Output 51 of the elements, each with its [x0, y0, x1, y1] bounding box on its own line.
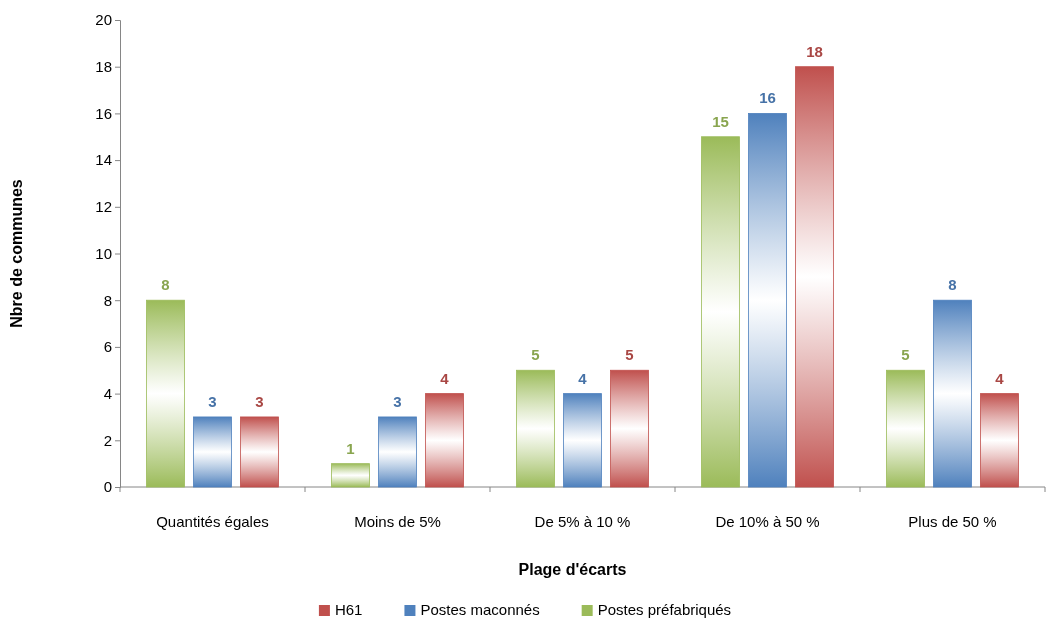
data-label: 8: [948, 276, 957, 294]
data-label: 3: [255, 392, 264, 410]
data-label: 5: [901, 346, 910, 364]
x-tick-label: Moins de 5%: [354, 513, 441, 530]
bar: [378, 416, 417, 488]
data-label: 16: [759, 89, 776, 107]
data-label: 3: [393, 392, 402, 410]
data-label: 1: [346, 439, 355, 457]
y-tick-label: 20: [95, 11, 112, 29]
legend-label: Postes maconnés: [420, 601, 540, 618]
data-label: 5: [625, 346, 634, 364]
y-tick-label: 6: [103, 338, 112, 356]
data-label: 3: [208, 392, 217, 410]
data-label: 8: [161, 276, 170, 294]
bar: [331, 463, 370, 488]
x-axis-title: Plage d'écarts: [518, 561, 627, 578]
bar: [701, 136, 740, 488]
bar: [980, 393, 1019, 488]
y-axis-title: Nbre de communes: [8, 179, 25, 328]
x-tick-label: Plus de 50 %: [908, 513, 997, 530]
y-tick-label: 8: [103, 291, 112, 309]
bar: [425, 393, 464, 488]
y-tick-label: 14: [95, 151, 112, 169]
data-label: 15: [712, 112, 729, 130]
y-tick-label: 0: [103, 478, 112, 496]
y-tick-label: 18: [95, 58, 112, 75]
legend-label: Postes préfabriqués: [597, 601, 732, 618]
data-label: 4: [995, 369, 1005, 387]
bar: [610, 369, 649, 488]
bar: [933, 299, 972, 488]
bar: [748, 113, 787, 488]
bar: [795, 66, 834, 488]
x-tick-label: De 10% à 50 %: [715, 513, 820, 530]
y-tick-label: 16: [95, 104, 112, 122]
bar: [886, 369, 925, 488]
data-label: 5: [531, 346, 540, 364]
y-tick-label: 4: [103, 384, 112, 402]
data-label: 4: [578, 369, 588, 387]
x-tick-label: De 5% à 10 %: [534, 513, 631, 530]
data-label: 4: [440, 369, 450, 387]
bar: [146, 299, 185, 488]
y-tick-label: 2: [103, 431, 112, 449]
y-tick-label: 12: [95, 198, 112, 216]
bar: [563, 393, 602, 488]
y-tick-label: 10: [95, 244, 112, 262]
legend-label: H61: [334, 601, 363, 618]
bar: [240, 416, 279, 488]
x-tick-label: Quantités égales: [156, 513, 269, 530]
bar: [516, 369, 555, 488]
bar: [193, 416, 232, 488]
data-label: 18: [806, 42, 823, 60]
